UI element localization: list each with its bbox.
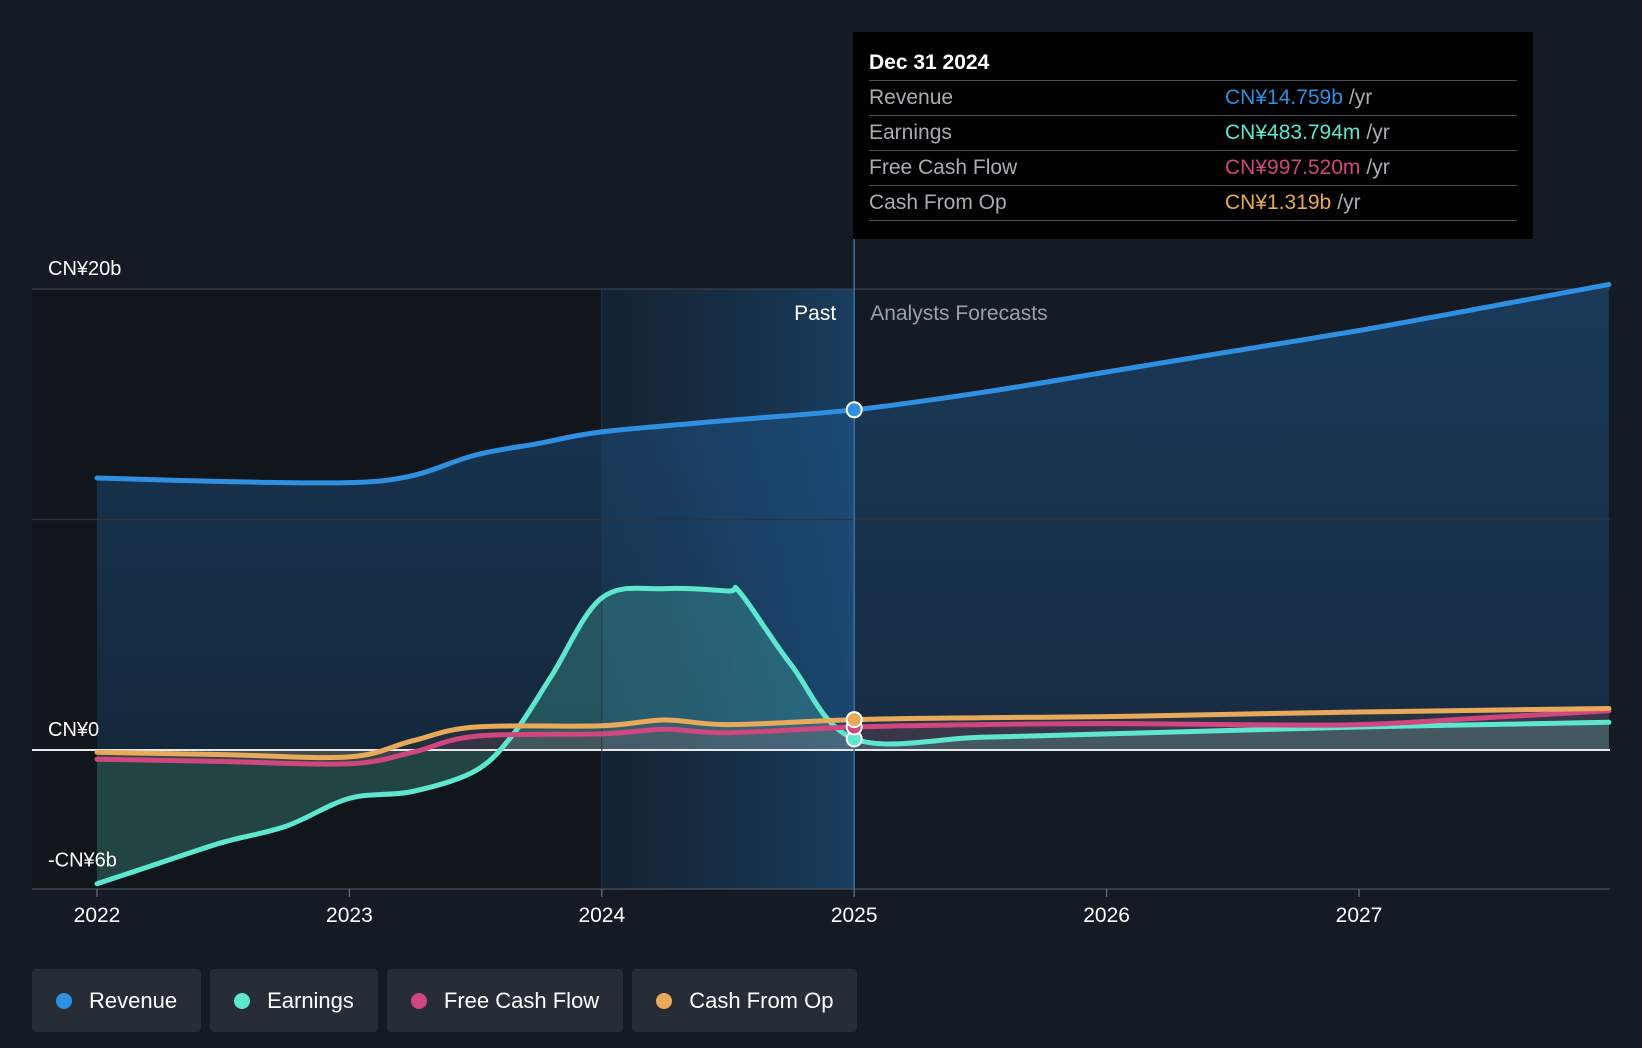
tooltip-unit: /yr: [1366, 121, 1390, 144]
free-cash-flow-line: [94, 708, 1612, 767]
tooltip-value: CN¥14.759b: [1225, 86, 1343, 109]
legend-dot-icon: [656, 992, 673, 1009]
y-axis-label: -CN¥6b: [48, 849, 117, 871]
legend-dot-icon: [234, 992, 251, 1009]
earnings-line: [94, 584, 1612, 887]
cash-from-op-marker: [845, 711, 863, 729]
revenue-line: [94, 281, 1612, 486]
legend-item-revenue[interactable]: Revenue: [32, 969, 202, 1032]
legend-label: Cash From Op: [689, 987, 834, 1013]
tooltip-unit: /yr: [1366, 156, 1390, 179]
y-axis-label: CN¥20b: [48, 258, 121, 280]
legend-item-earnings[interactable]: Earnings: [210, 969, 378, 1032]
legend: Revenue Earnings Free Cash Flow Cash Fro…: [32, 969, 858, 1032]
tooltip-row-free-cash-flow: Free Cash Flow CN¥997.520m /yr: [869, 151, 1517, 186]
tooltip-value: CN¥997.520m: [1225, 156, 1361, 179]
cash-from-op-line: [94, 706, 1612, 761]
revenue-marker: [845, 401, 863, 419]
x-tick-label: 2024: [578, 904, 625, 927]
tooltip-label: Revenue: [869, 86, 954, 109]
tooltip-label: Free Cash Flow: [869, 156, 1018, 179]
x-tick-label: 2026: [1083, 904, 1130, 927]
tooltip-label: Cash From Op: [869, 191, 1007, 214]
x-tick-label: 2022: [74, 904, 121, 927]
x-tick-label: 2027: [1336, 904, 1383, 927]
y-axis-label: CN¥0: [48, 719, 99, 741]
tooltip-label: Earnings: [869, 121, 952, 144]
past-label: Past: [794, 302, 836, 325]
legend-item-cash-from-op[interactable]: Cash From Op: [632, 969, 858, 1032]
tooltip-value: CN¥483.794m: [1225, 121, 1361, 144]
tooltip-unit: /yr: [1337, 191, 1361, 214]
legend-dot-icon: [410, 992, 427, 1009]
tooltip-row-revenue: Revenue CN¥14.759b /yr: [869, 81, 1517, 116]
legend-label: Revenue: [89, 987, 178, 1013]
tooltip-row-earnings: Earnings CN¥483.794m /yr: [869, 116, 1517, 151]
earnings-area: [97, 587, 1609, 884]
tooltip: Dec 31 2024 Revenue CN¥14.759b /yr Earni…: [853, 32, 1533, 239]
tooltip-date: Dec 31 2024: [869, 46, 1517, 81]
legend-label: Free Cash Flow: [443, 987, 600, 1013]
revenue-area: [97, 284, 1609, 750]
legend-label: Earnings: [267, 987, 354, 1013]
x-tick-label: 2025: [831, 904, 878, 927]
legend-dot-icon: [56, 992, 72, 1009]
legend-item-free-cash-flow[interactable]: Free Cash Flow: [386, 969, 624, 1032]
tooltip-value: CN¥1.319b: [1225, 191, 1332, 214]
tooltip-unit: /yr: [1348, 86, 1373, 109]
forecast-label: Analysts Forecasts: [870, 302, 1047, 325]
x-tick-label: 2023: [326, 904, 373, 927]
tooltip-row-cash-from-op: Cash From Op CN¥1.319b /yr: [869, 186, 1517, 221]
